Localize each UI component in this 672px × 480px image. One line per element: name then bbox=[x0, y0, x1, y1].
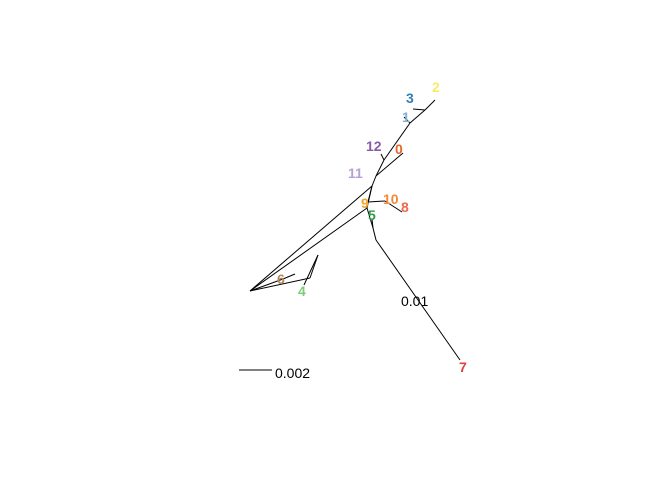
branch bbox=[371, 218, 374, 229]
branch bbox=[371, 175, 377, 187]
branch bbox=[249, 185, 373, 292]
tip-label-9: 9 bbox=[361, 195, 369, 211]
branch bbox=[249, 207, 368, 292]
tip-label-11: 11 bbox=[348, 165, 363, 181]
tip-labels: 0 1 2 3 4 5 6 7 8 9 10 11 12 bbox=[277, 79, 467, 375]
branch bbox=[380, 153, 385, 161]
tip-label-12: 12 bbox=[366, 138, 382, 154]
tip-label-4: 4 bbox=[298, 283, 306, 299]
branch bbox=[424, 99, 436, 111]
branch bbox=[375, 152, 404, 177]
branch-length-annotation: 0.01 bbox=[401, 293, 428, 309]
tip-label-0: 0 bbox=[395, 141, 403, 157]
branch bbox=[282, 273, 296, 280]
tip-label-3: 3 bbox=[406, 90, 414, 106]
tip-label-7: 7 bbox=[459, 359, 467, 375]
branch bbox=[366, 207, 374, 229]
tip-label-10: 10 bbox=[383, 191, 399, 207]
branch bbox=[412, 108, 426, 111]
tip-label-6: 6 bbox=[277, 271, 285, 287]
branch bbox=[375, 239, 461, 361]
tree-branches bbox=[249, 99, 461, 361]
branch bbox=[303, 254, 319, 286]
tip-label-8: 8 bbox=[401, 199, 409, 215]
branch bbox=[249, 278, 284, 292]
branch bbox=[383, 122, 411, 161]
branch bbox=[403, 116, 411, 124]
branch bbox=[409, 109, 426, 124]
branch bbox=[367, 185, 373, 203]
branch bbox=[249, 277, 311, 292]
branch bbox=[375, 159, 385, 177]
branch bbox=[372, 227, 377, 241]
branch bbox=[367, 200, 386, 203]
tip-label-1: 1 bbox=[402, 109, 410, 125]
scale-bar-label: 0.002 bbox=[275, 365, 310, 381]
branch bbox=[384, 200, 403, 213]
tip-label-5: 5 bbox=[368, 207, 376, 223]
scale-bar: 0.002 bbox=[239, 365, 310, 381]
tip-label-2: 2 bbox=[432, 79, 440, 95]
